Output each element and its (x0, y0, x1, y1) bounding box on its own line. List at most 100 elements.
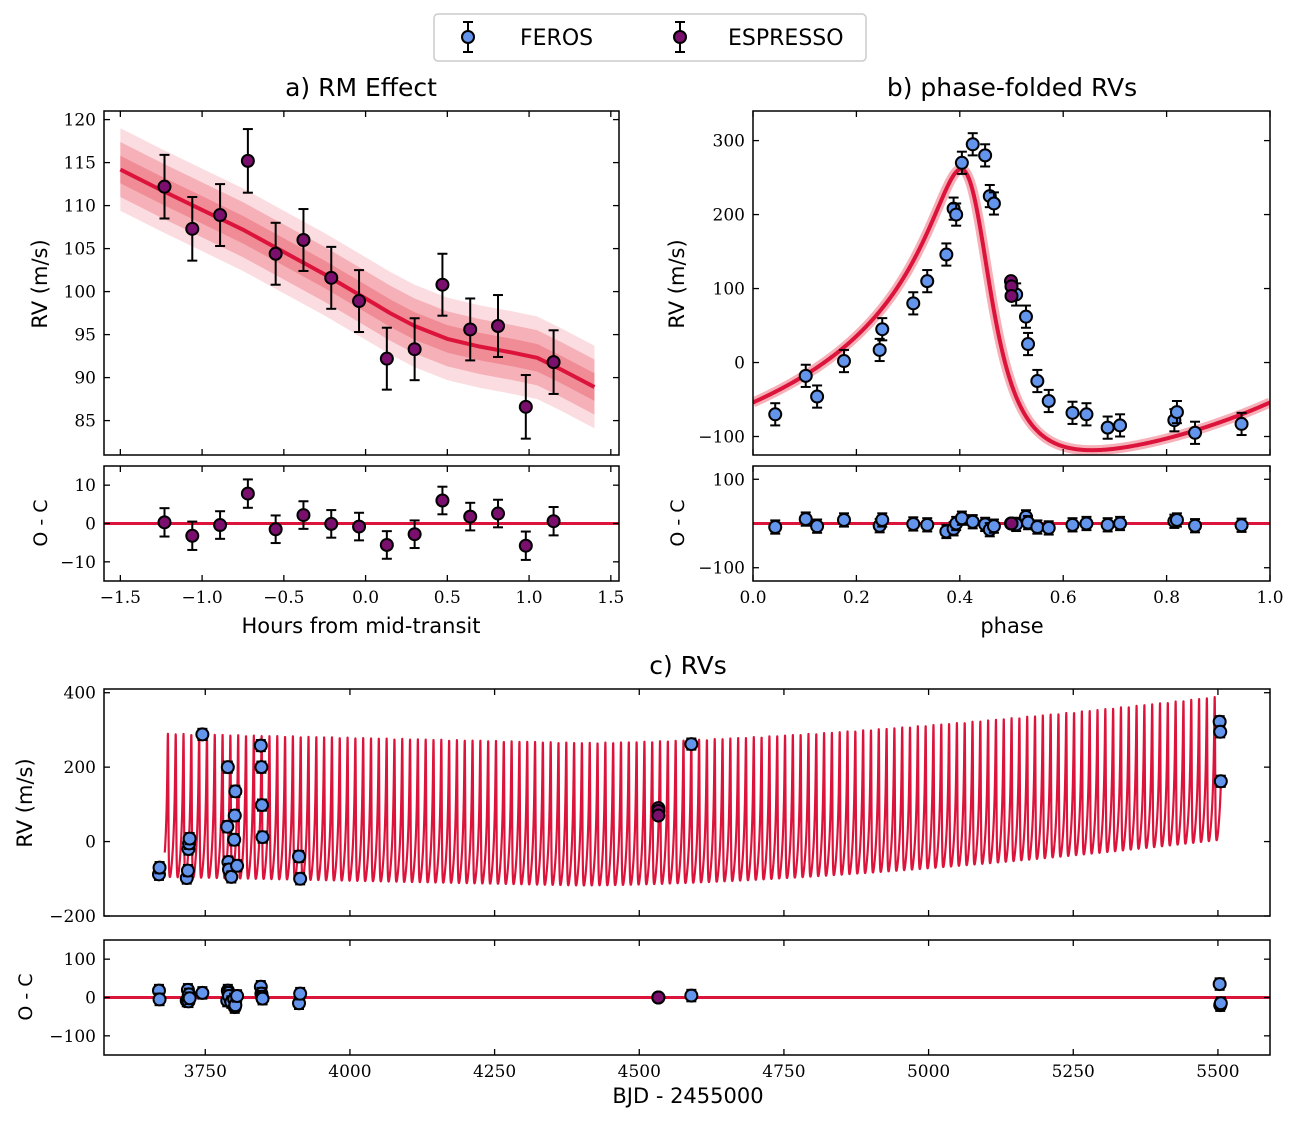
panel-a-point-marker (352, 294, 367, 309)
panel-b-res-xtick-label: 0.4 (946, 588, 973, 608)
panel-a-point-marker (157, 179, 172, 194)
panel-b-feros-point-marker (798, 368, 813, 383)
panel-a-res-xtick-label: −0.5 (263, 588, 304, 608)
legend-espresso-marker (673, 30, 687, 44)
panel-a-res-point-marker (296, 508, 311, 523)
panel-a-ytick-label: 95 (74, 326, 96, 346)
panel-c-feros-point-marker (227, 808, 242, 823)
legend-frame (433, 13, 867, 62)
panel-b-res-feros-point-marker (986, 519, 1001, 534)
panel-b-feros-point-marker (1030, 374, 1045, 389)
panel-a-main-plot: 85 90 95 100 105 110 115 120 (64, 110, 620, 456)
panel-b-feros-point-marker (949, 207, 964, 222)
panel-c-res-ytick-label: −100 (49, 1027, 96, 1047)
panel-b-res-feros-point-marker (920, 517, 935, 532)
panel-c-feros-point-marker (228, 784, 243, 799)
panel-b-res-feros-point-marker (1234, 518, 1249, 533)
panel-c-res-xtick-label: 5500 (1196, 1062, 1239, 1082)
panel-c-feros-point-marker (254, 760, 269, 775)
panel-c-res-xtick-label: 5250 (1052, 1062, 1095, 1082)
panel-c-feros-point-marker (220, 819, 235, 834)
panel-b-feros-point-marker (872, 342, 887, 357)
panel-b-feros-point-marker (1169, 405, 1184, 420)
panel-a-model-band (120, 155, 595, 401)
panel-c-res-xtick-label: 3750 (184, 1062, 227, 1082)
panel-a-ytick-label: 105 (64, 240, 96, 260)
panel-a-ytick-label: 100 (64, 283, 96, 303)
panel-a-point-marker (324, 270, 339, 285)
panel-a-res-point-marker (268, 522, 283, 537)
panel-b-res-feros-point-marker (1030, 520, 1045, 535)
panel-b-espresso-point-marker (1004, 288, 1019, 303)
panel-a-point-marker (518, 399, 533, 414)
panel-c-res-xtick-label: 4500 (618, 1062, 661, 1082)
panel-b-res-feros-point-marker (1113, 516, 1128, 531)
legend-espresso-label: ESPRESSO (728, 26, 844, 51)
panel-c-feros-point-marker (253, 738, 268, 753)
panel-b-feros-point-marker (954, 155, 969, 170)
panel-a-res-xtick-label: 0.0 (352, 588, 379, 608)
panel-a-plot-area (119, 128, 596, 429)
panel-c-res-xtick-label: 5000 (907, 1062, 950, 1082)
panel-c-res-xtick-label: 4000 (328, 1062, 371, 1082)
panel-b-feros-point-marker (1079, 407, 1094, 422)
panel-b-feros-point-marker (1021, 337, 1036, 352)
panel-a-point-marker (268, 246, 283, 261)
panel-c-feros-point-marker (180, 863, 195, 878)
panel-a-res-point-marker (185, 528, 200, 543)
panel-b-res-xtick-label: 0.6 (1050, 588, 1077, 608)
panel-c-ytick-label: 200 (64, 758, 96, 778)
panel-b-feros-point-marker (939, 247, 954, 262)
legend-feros-label: FEROS (520, 26, 593, 51)
panel-c-res-feros-point-marker (182, 991, 197, 1006)
panel-c-res-feros-point-marker (255, 991, 270, 1006)
panel-b-feros-point-marker (920, 274, 935, 289)
panel-a-res-xtick-label: −1.5 (100, 588, 141, 608)
panel-c-res-feros-point-marker (195, 985, 210, 1000)
panel-a-point-marker (491, 319, 506, 333)
panel-c-feros-point-marker (1213, 774, 1228, 789)
panel-c-ylabel: RV (m/s) (13, 758, 37, 847)
panel-c-ytick-label: −200 (49, 907, 96, 927)
panel-c-res-espresso-point-marker (651, 990, 666, 1005)
panel-b-res-feros-point-marker (768, 520, 783, 535)
panel-a-res-point-marker (352, 519, 367, 534)
panel-c-feros-point-marker (1213, 724, 1228, 739)
panel-c-res-xtick-label: 4250 (473, 1062, 516, 1082)
panel-a-xlabel: Hours from mid-transit (242, 614, 481, 638)
panel-a-res-point-marker (518, 538, 533, 553)
panel-b-res-feros-point-marker (798, 512, 813, 527)
panel-b-feros-point-marker (906, 296, 921, 311)
panel-c-feros-point-marker (227, 832, 242, 847)
panel-b-res-feros-point-marker (1065, 517, 1080, 532)
panel-c-feros-point-marker (195, 727, 210, 742)
panel-b-res-ytick-label: 100 (713, 470, 745, 490)
panel-b-feros-point-marker (986, 196, 1001, 211)
panel-b-frame (752, 110, 1271, 456)
panel-b-res-feros-point-marker (875, 512, 890, 527)
panel-b-res-feros-point-marker (1041, 520, 1056, 535)
panel-a-res-point-marker (324, 516, 339, 531)
panel-a-ytick-label: 90 (74, 369, 96, 389)
panel-a-res-point-marker (240, 486, 255, 501)
panel-c-res-ytick-label: 0 (85, 989, 96, 1009)
panel-c-res-feros-point-marker (1212, 977, 1227, 992)
panel-c-main-plot: −200 0 200 400 (49, 684, 1271, 927)
panel-a-res-ytick-label: 10 (74, 476, 96, 496)
panel-b-res-frame (752, 465, 1271, 582)
panel-c-res-feros-point-marker (152, 992, 167, 1007)
panel-a-point-marker (185, 221, 200, 236)
panel-b-res-feros-point-marker (965, 514, 980, 529)
panel-a-point-marker (463, 322, 478, 337)
panel-c-res-feros-point-marker (293, 986, 308, 1001)
panel-a-res-point-marker (463, 509, 478, 524)
panel-a-point-marker (435, 277, 450, 292)
panel-b-main-plot: −100 0 100 200 300 (698, 110, 1271, 456)
panel-c-feros-point-marker (224, 869, 239, 884)
panel-c-res-feros-point-marker (1213, 996, 1228, 1011)
panel-c-model-line (163, 696, 1222, 887)
panel-a-ytick-label: 85 (74, 412, 96, 432)
panel-c-ytick-label: 0 (85, 833, 96, 853)
panel-a-ylabel: RV (m/s) (28, 239, 52, 328)
panel-c-xlabel: BJD - 2455000 (612, 1084, 763, 1108)
